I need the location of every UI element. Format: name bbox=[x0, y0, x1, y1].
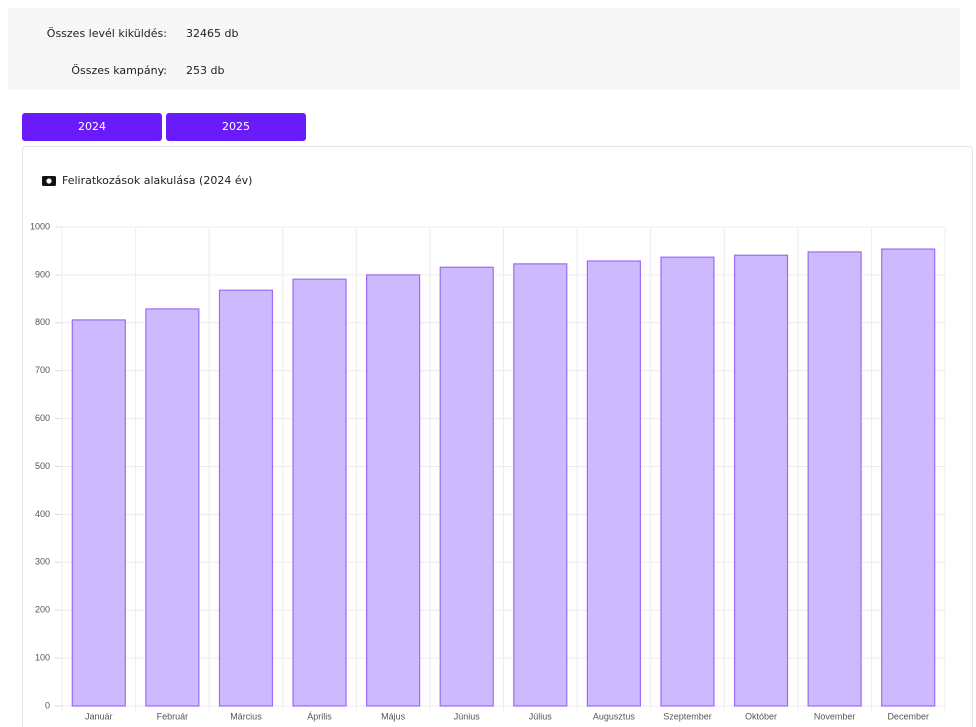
year-tab[interactable] bbox=[166, 113, 306, 141]
bar bbox=[145, 308, 200, 707]
y-tick-label: 300 bbox=[35, 557, 50, 567]
y-tick-label: 800 bbox=[35, 317, 50, 327]
stat-label: Összes levél kiküldés: bbox=[47, 27, 167, 40]
x-tick-label: Március bbox=[230, 711, 262, 721]
bar bbox=[881, 248, 936, 707]
bar bbox=[807, 251, 862, 707]
bar bbox=[366, 274, 421, 707]
bar bbox=[513, 263, 568, 707]
x-tick-label: Április bbox=[307, 711, 332, 721]
bar bbox=[586, 260, 641, 707]
y-tick-label: 0 bbox=[45, 700, 50, 710]
stat-value: 253 db bbox=[186, 64, 224, 77]
x-tick-label: Október bbox=[745, 711, 777, 721]
stats-panel bbox=[8, 8, 960, 90]
y-tick-label: 100 bbox=[35, 652, 50, 662]
year-tab-label[interactable]: 2024 bbox=[78, 120, 106, 133]
y-tick-label: 600 bbox=[35, 413, 50, 423]
x-tick-label: December bbox=[887, 711, 929, 721]
y-tick-label: 1000 bbox=[30, 221, 50, 231]
x-tick-label: Január bbox=[85, 711, 113, 721]
x-tick-label: Szeptember bbox=[663, 711, 712, 721]
x-tick-label: Augusztus bbox=[593, 711, 636, 721]
plot: 0 100 200 300 400 500 600 700 800 900 1000 Január Fe… bbox=[30, 221, 946, 721]
year-tab-label[interactable]: 2025 bbox=[222, 120, 250, 133]
bar bbox=[733, 254, 789, 707]
year-tab[interactable] bbox=[22, 113, 162, 141]
bar bbox=[71, 319, 126, 707]
y-tick-label: 400 bbox=[35, 509, 50, 519]
bar bbox=[218, 289, 274, 707]
stat-value: 32465 db bbox=[186, 27, 238, 40]
y-tick-label: 700 bbox=[35, 365, 50, 375]
title-icon bbox=[46, 178, 52, 184]
x-tick-label: Február bbox=[157, 711, 189, 721]
bar bbox=[292, 278, 347, 707]
x-tick-label: Május bbox=[381, 711, 406, 721]
x-tick-label: Június bbox=[454, 711, 481, 721]
y-tick-label: 900 bbox=[35, 269, 50, 279]
stat-label: Összes kampány: bbox=[71, 64, 167, 77]
y-tick-label: 200 bbox=[35, 605, 50, 615]
y-tick-label: 500 bbox=[35, 461, 50, 471]
x-tick-label: Július bbox=[529, 711, 553, 721]
bar bbox=[439, 266, 494, 707]
bar bbox=[660, 256, 715, 707]
chart-title: Feliratkozások alakulása (2024 év) bbox=[62, 174, 252, 187]
x-tick-label: November bbox=[814, 711, 856, 721]
